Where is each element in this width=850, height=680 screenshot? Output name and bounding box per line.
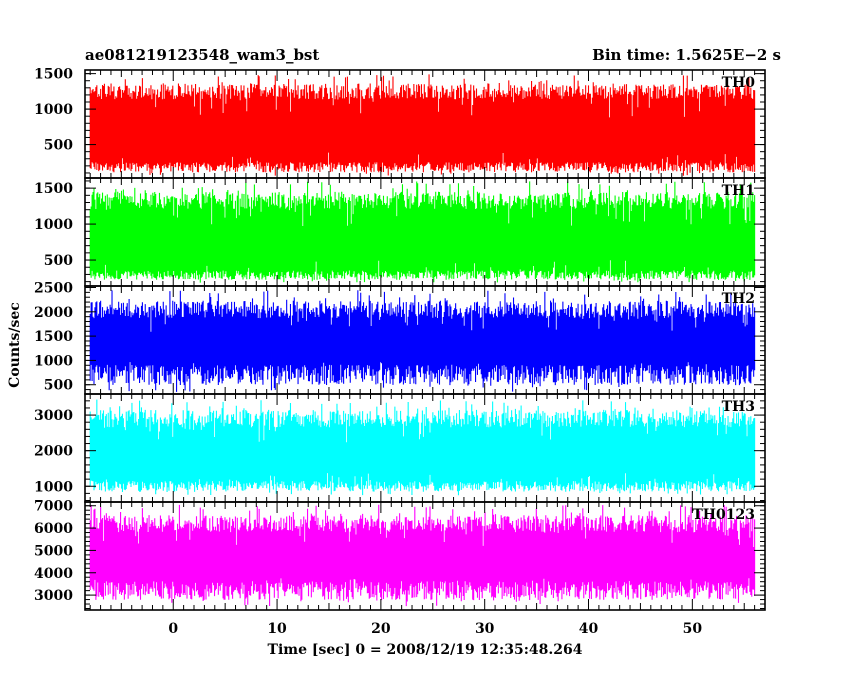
panel-th2: 500 1000 1500 2000 2500 TH2 (34, 281, 766, 395)
panel-th3: 1000 2000 3000 TH3 (34, 393, 766, 503)
y-tick-label: 6000 (34, 521, 73, 537)
y-tick-label: 2000 (34, 305, 73, 321)
x-tick-label: 40 (579, 621, 599, 637)
x-axis: 0 10 20 30 40 50 (168, 621, 702, 637)
series-th2 (89, 290, 756, 392)
y-tick-label: 2000 (34, 444, 73, 460)
panel-th0123: 3000 4000 5000 6000 7000 TH0123 (34, 499, 766, 611)
y-axis-label: Counts/sec (7, 302, 23, 388)
y-tick-label: 5000 (34, 543, 73, 559)
y-tick-label: 3000 (34, 408, 73, 424)
y-tick-label: 3000 (34, 588, 73, 604)
y-tick-label: 500 (44, 253, 73, 269)
panels-group: 500 1000 1500 TH0 500 1000 1500 TH1 500 1000 1500 2… (34, 67, 766, 611)
panel-th0: 500 1000 1500 TH0 (34, 67, 766, 179)
panel-frame (84, 501, 766, 611)
bin-time-label: Bin time: 1.5625E−2 s (592, 46, 781, 64)
y-tick-label: 500 (44, 138, 73, 154)
x-tick-label: 10 (267, 621, 287, 637)
y-tick-label: 1500 (34, 329, 73, 345)
y-tick-label: 2500 (34, 281, 73, 297)
x-tick-label: 30 (475, 621, 495, 637)
panel-name: TH0 (722, 75, 756, 91)
y-tick-label: 4000 (34, 566, 73, 582)
panel-name: TH2 (722, 291, 755, 307)
series-th1 (89, 181, 756, 283)
y-tick-label: 500 (44, 378, 73, 394)
panel-name: TH1 (722, 183, 755, 199)
series-th0123 (89, 504, 756, 607)
y-tick-label: 1000 (34, 479, 73, 495)
x-tick-label: 50 (683, 621, 703, 637)
panel-th1: 500 1000 1500 TH1 (34, 177, 766, 287)
series-th0 (89, 74, 756, 176)
panel-name: TH3 (722, 399, 755, 415)
y-tick-label: 1500 (34, 181, 73, 197)
y-tick-label: 1000 (34, 217, 73, 233)
series-th3 (89, 399, 756, 496)
x-tick-label: 0 (168, 621, 178, 637)
y-tick-label: 1000 (34, 353, 73, 369)
y-tick-label: 7000 (34, 499, 73, 515)
chart-title: ae081219123548_wam3_bst (85, 46, 319, 64)
y-tick-label: 1500 (34, 67, 73, 83)
y-tick-label: 1000 (34, 102, 73, 118)
panel-name: TH0123 (692, 507, 755, 523)
x-axis-label: Time [sec] 0 = 2008/12/19 12:35:48.264 (268, 642, 583, 658)
x-tick-label: 20 (371, 621, 391, 637)
